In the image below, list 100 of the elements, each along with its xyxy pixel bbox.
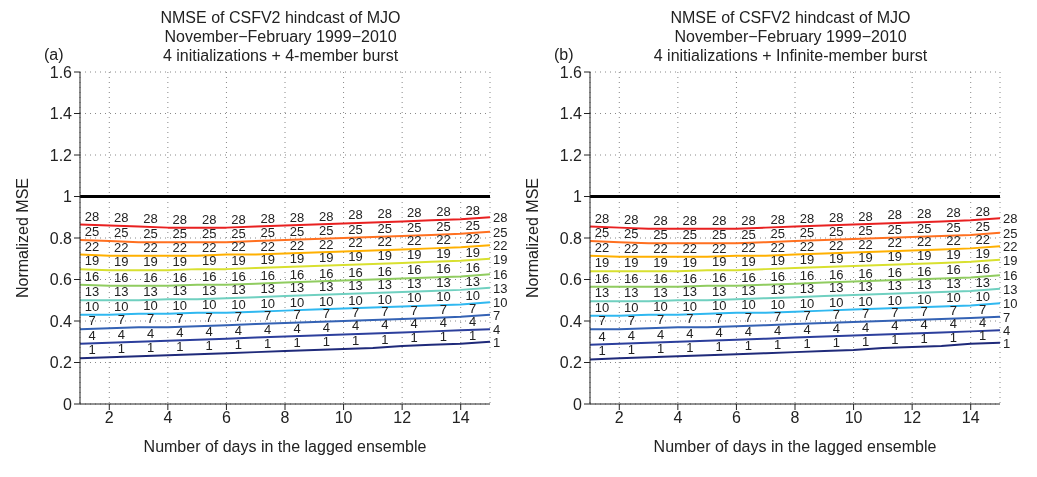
- text: 13: [231, 282, 246, 298]
- x-tick-label: 6: [731, 409, 741, 427]
- text: 7: [234, 309, 243, 325]
- text: 28: [829, 209, 844, 225]
- text: 10: [231, 296, 246, 312]
- text: 4: [803, 321, 811, 337]
- text: 28: [319, 208, 334, 224]
- text: 25: [465, 217, 480, 233]
- text: 10: [829, 294, 844, 310]
- y-tick-label: 0.6: [559, 271, 583, 289]
- text: 10: [799, 295, 815, 311]
- text: 25: [829, 224, 844, 240]
- text: 25: [1003, 225, 1018, 241]
- text: 7: [322, 306, 330, 322]
- y-tick-label: 0.4: [559, 312, 583, 330]
- text: 7: [176, 311, 184, 327]
- y-tick-label: 0.6: [49, 271, 73, 289]
- text: 1: [598, 343, 606, 359]
- x-tick-label: 10: [334, 409, 353, 427]
- text: 7: [861, 306, 870, 322]
- chart-subtitle: 4 initializations + 4-member burst: [161, 46, 400, 65]
- text: 13: [741, 283, 756, 299]
- text: 22: [1003, 239, 1018, 255]
- x-tick-label: 6: [221, 409, 231, 427]
- text: 1: [88, 342, 96, 358]
- text: 28: [143, 210, 158, 226]
- text: 4: [686, 325, 694, 341]
- text: 4: [774, 322, 782, 338]
- text: 28: [594, 210, 610, 226]
- text: 19: [84, 253, 100, 269]
- text: 28: [377, 206, 393, 222]
- series-label: 10: [348, 292, 363, 308]
- text: 10: [172, 297, 188, 313]
- text: 28: [114, 209, 129, 225]
- chart-subtitle: 4 initializations + Infinite-member burst: [652, 46, 929, 65]
- text: 19: [799, 252, 815, 268]
- text: 28: [975, 204, 990, 220]
- text: 22: [682, 240, 698, 256]
- y-tick-label: 0.8: [49, 229, 73, 247]
- text: 22: [916, 234, 932, 250]
- text: 10: [289, 294, 305, 310]
- text: 10: [770, 296, 785, 312]
- series-label: 13: [143, 284, 158, 300]
- text: 10: [201, 296, 217, 312]
- x-axis-title: Number of days in the lagged ensemble: [143, 438, 427, 455]
- text: 19: [887, 248, 903, 264]
- text: 1: [439, 328, 448, 344]
- series-label: 19: [348, 248, 363, 264]
- text: (a): [44, 46, 64, 64]
- text: 19: [172, 254, 188, 270]
- text: 13: [887, 278, 903, 294]
- text: 1: [774, 337, 782, 353]
- text: 7: [774, 309, 782, 325]
- text: 22: [770, 239, 785, 255]
- text: 25: [114, 225, 129, 241]
- text: 22: [858, 236, 873, 252]
- text: 16: [624, 270, 639, 286]
- text: 16: [887, 264, 903, 280]
- text: 22: [829, 237, 844, 253]
- text: 22: [319, 236, 334, 252]
- series-label: 25: [348, 222, 363, 237]
- series-label: 25: [770, 226, 785, 242]
- text: 16: [172, 269, 188, 285]
- text: 13: [624, 285, 639, 301]
- y-tick-label: 1.2: [559, 146, 583, 164]
- text: 19: [143, 254, 158, 270]
- text: 19: [653, 255, 668, 271]
- text: 19: [741, 254, 756, 270]
- text: 28: [916, 206, 932, 222]
- text: 7: [656, 312, 665, 328]
- text: 4: [715, 324, 723, 340]
- text: 25: [436, 218, 451, 234]
- text: 28: [348, 207, 363, 223]
- x-tick-label: 14: [451, 409, 470, 427]
- text: 1: [205, 338, 213, 354]
- text: 28: [231, 211, 246, 227]
- y-tick-label: 0.2: [49, 354, 73, 372]
- text: 16: [975, 261, 990, 277]
- x-tick-label: 10: [844, 409, 863, 427]
- text: 4: [744, 323, 753, 339]
- text: 28: [741, 212, 756, 228]
- text: 25: [916, 220, 932, 236]
- text: 25: [975, 218, 990, 234]
- y-tick-label: 0.2: [559, 354, 583, 372]
- text: 28: [465, 203, 480, 219]
- text: 1: [117, 341, 125, 357]
- text: 10: [887, 292, 903, 308]
- x-tick-label: 2: [614, 409, 624, 427]
- text: 16: [319, 265, 334, 281]
- text: 25: [260, 225, 275, 241]
- text: 25: [406, 219, 422, 235]
- text: 28: [1003, 211, 1018, 227]
- text: 1: [293, 335, 301, 351]
- text: 4: [627, 327, 635, 343]
- text: 13: [260, 281, 275, 297]
- text: 16: [406, 262, 422, 278]
- text: 28: [653, 212, 668, 228]
- text: 22: [975, 232, 990, 248]
- text: 1: [627, 342, 635, 358]
- text: 25: [201, 226, 217, 242]
